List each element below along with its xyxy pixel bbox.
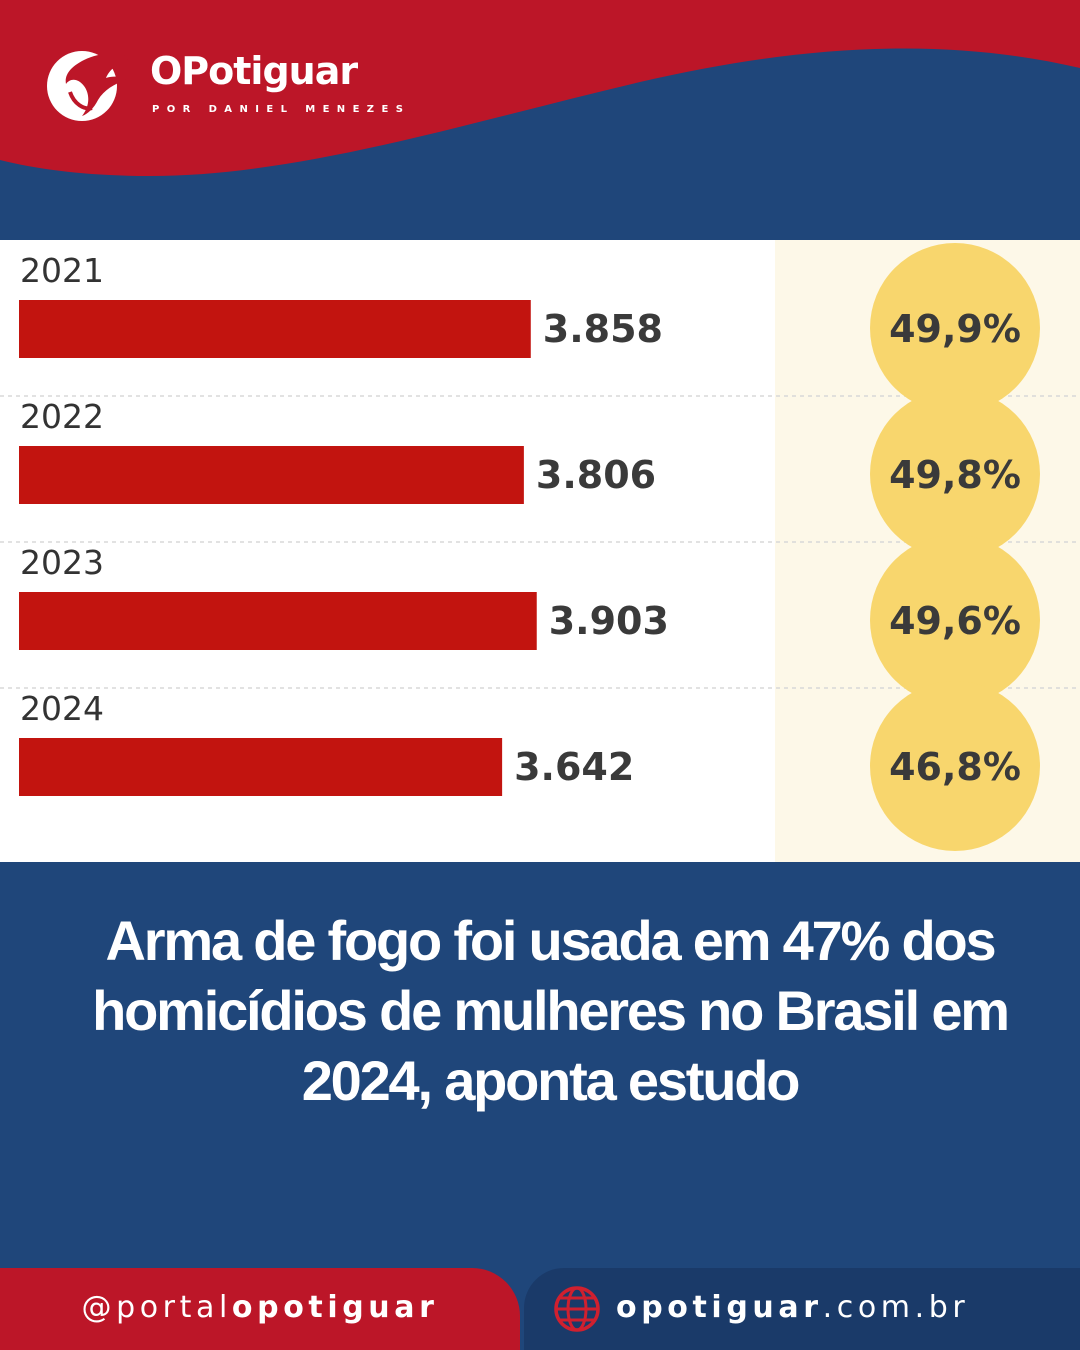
- brand-logo-icon: [47, 51, 132, 121]
- handle-prefix: @portal: [81, 1290, 232, 1325]
- bar: [19, 738, 503, 796]
- percent-label: 49,6%: [889, 599, 1021, 643]
- brand-tagline: POR DANIEL MENEZES: [152, 104, 411, 115]
- year-label: 2023: [20, 543, 104, 582]
- value-label: 3.806: [536, 453, 656, 497]
- percent-label: 49,9%: [889, 307, 1021, 351]
- headline: Arma de fogo foi usada em 47% dos homicí…: [92, 909, 1010, 1112]
- year-label: 2021: [20, 251, 104, 290]
- globe-icon: [554, 1286, 600, 1332]
- footer: @portalopotiguar: [0, 1268, 1080, 1350]
- header: OPotiguar POR DANIEL MENEZES: [0, 0, 1080, 240]
- footer-left-panel: [0, 1268, 520, 1350]
- brand-name: OPotiguar: [150, 49, 358, 93]
- value-label: 3.858: [543, 307, 663, 351]
- header-wave: [0, 0, 1080, 240]
- website-link[interactable]: opotiguar.com.br: [616, 1290, 969, 1325]
- social-handle[interactable]: @portalopotiguar: [0, 1290, 520, 1325]
- bar: [19, 592, 537, 650]
- chart-panel: 2021 3.858 49,9% 2022 3.806 49,8% 2023 3.903 49,…: [0, 240, 1080, 862]
- value-label: 3.642: [514, 745, 634, 789]
- percent-label: 49,8%: [889, 453, 1021, 497]
- year-label: 2024: [20, 689, 104, 728]
- handle-bold: opotiguar: [231, 1290, 439, 1325]
- percent-circle: [870, 243, 1040, 413]
- footer-right-panel: [524, 1268, 1080, 1350]
- bar: [19, 300, 531, 358]
- percent-circle: [870, 389, 1040, 559]
- bar-chart: 2021 3.858 49,9% 2022 3.806 49,8% 2023 3.903 49,…: [0, 240, 1080, 862]
- site-suffix: .com.br: [822, 1290, 970, 1325]
- bar: [19, 446, 524, 504]
- percent-circle: [870, 681, 1040, 851]
- percent-circle: [870, 535, 1040, 705]
- site-bold: opotiguar: [616, 1290, 823, 1325]
- percent-label: 46,8%: [889, 745, 1021, 789]
- value-label: 3.903: [549, 599, 669, 643]
- year-label: 2022: [20, 397, 104, 436]
